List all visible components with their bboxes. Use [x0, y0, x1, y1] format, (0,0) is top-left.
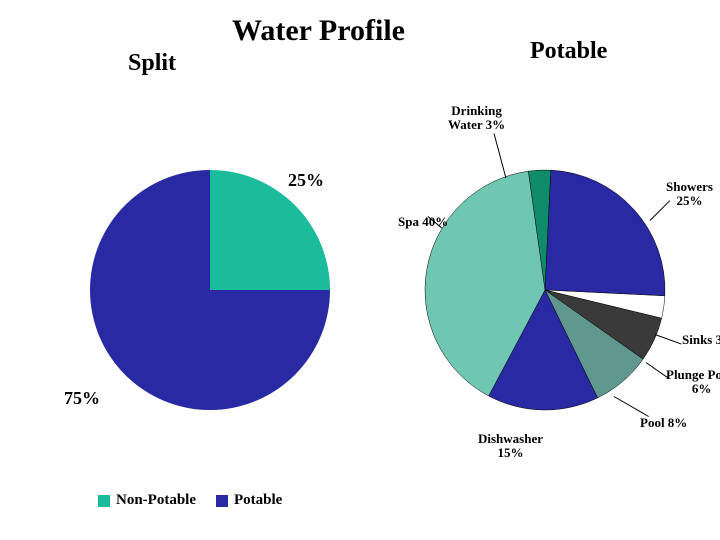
legend-item-nonpotable: Non-Potable [98, 492, 196, 509]
legend-swatch [216, 495, 228, 507]
potable-pie-chart [415, 160, 675, 420]
potable-label-spa: Spa 40% [398, 214, 448, 230]
legend-label: Potable [234, 492, 282, 509]
potable-label-pool: Pool 8% [640, 415, 687, 431]
split-label-25: 25% [288, 170, 324, 191]
pie-slice [545, 170, 665, 296]
potable-label-plunge: Plunge Pools6% [666, 368, 720, 395]
potable-label-dishwasher: Dishwasher15% [478, 432, 543, 459]
split-title: Split [128, 50, 176, 77]
split-label-75: 75% [64, 388, 100, 409]
legend-swatch [98, 495, 110, 507]
potable-label-showers: Showers25% [666, 180, 713, 207]
split-legend: Non-Potable Potable [98, 492, 282, 509]
legend-item-potable: Potable [216, 492, 282, 509]
main-title: Water Profile [232, 14, 405, 48]
split-pie-chart [80, 160, 340, 420]
label-text: DrinkingWater 3% [448, 103, 505, 132]
label-text: Showers25% [666, 179, 713, 208]
potable-label-sinks: Sinks 3% [682, 332, 720, 348]
potable-label-drinking: DrinkingWater 3% [448, 104, 505, 131]
label-text: Plunge Pools6% [666, 367, 720, 396]
label-text: Dishwasher15% [478, 431, 543, 460]
potable-title: Potable [530, 38, 607, 65]
legend-label: Non-Potable [116, 492, 196, 509]
